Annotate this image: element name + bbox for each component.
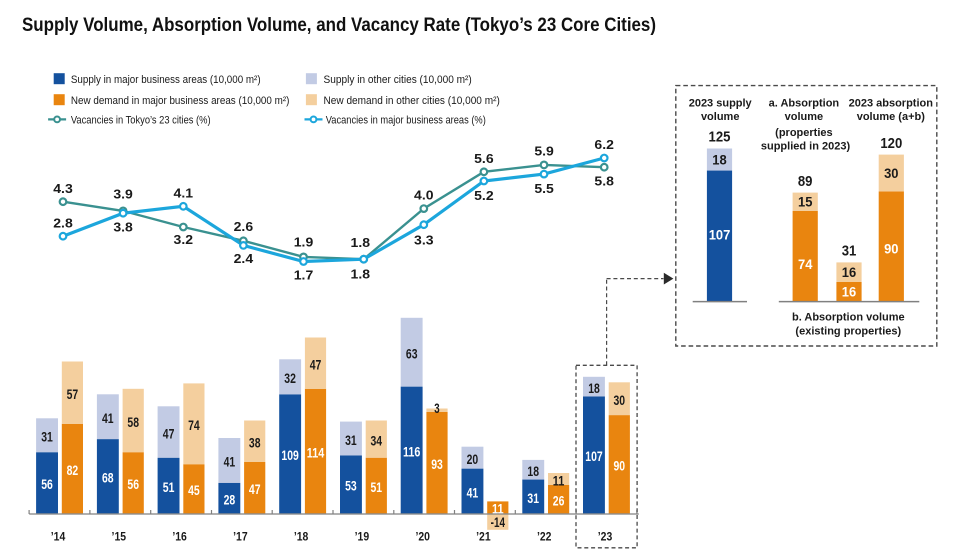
svg-text:3.3: 3.3 (414, 234, 434, 248)
svg-text:’22: ’22 (537, 532, 552, 544)
svg-text:Supply Volume, Absorption Volu: Supply Volume, Absorption Volume, and Va… (22, 14, 656, 36)
svg-text:(properties: (properties (775, 127, 832, 139)
svg-text:4.1: 4.1 (174, 186, 194, 200)
svg-text:51: 51 (371, 479, 383, 495)
svg-text:1.9: 1.9 (294, 236, 314, 250)
svg-text:Supply in other cities (10,000: Supply in other cities (10,000 m²) (324, 74, 472, 86)
svg-text:’16: ’16 (172, 532, 187, 544)
svg-text:’15: ’15 (112, 532, 127, 544)
svg-text:116: 116 (403, 443, 421, 459)
svg-text:2023 absorption: 2023 absorption (849, 98, 934, 110)
svg-text:1.7: 1.7 (294, 269, 314, 283)
svg-text:47: 47 (310, 357, 322, 373)
svg-text:26: 26 (553, 493, 565, 509)
svg-text:2023 supply: 2023 supply (689, 98, 753, 110)
svg-text:31: 31 (842, 244, 857, 260)
svg-text:51: 51 (163, 479, 175, 495)
svg-text:3.9: 3.9 (113, 187, 133, 201)
svg-text:107: 107 (709, 226, 731, 242)
svg-text:11: 11 (553, 472, 565, 488)
svg-text:volume (a+b): volume (a+b) (857, 111, 925, 123)
svg-text:-14: -14 (491, 514, 505, 530)
svg-text:11: 11 (492, 501, 504, 517)
svg-text:34: 34 (371, 432, 383, 448)
svg-text:Vacancies in Tokyo’s 23 cities: Vacancies in Tokyo’s 23 cities (%) (71, 114, 211, 126)
svg-text:30: 30 (614, 392, 626, 408)
svg-text:1.8: 1.8 (351, 236, 371, 250)
svg-text:68: 68 (102, 470, 114, 486)
svg-text:20: 20 (467, 451, 479, 467)
svg-text:supplied in 2023): supplied in 2023) (761, 140, 851, 152)
svg-text:57: 57 (67, 386, 79, 402)
svg-text:’20: ’20 (415, 532, 430, 544)
svg-text:41: 41 (102, 410, 114, 426)
svg-text:volume: volume (701, 111, 740, 123)
svg-text:63: 63 (406, 346, 418, 362)
svg-text:15: 15 (798, 194, 813, 210)
svg-text:93: 93 (431, 456, 443, 472)
svg-text:’14: ’14 (51, 532, 66, 544)
svg-text:30: 30 (884, 165, 899, 181)
svg-text:90: 90 (884, 241, 899, 257)
svg-text:(existing properties): (existing properties) (795, 325, 901, 337)
svg-text:1.8: 1.8 (351, 268, 371, 282)
svg-text:volume: volume (785, 111, 824, 123)
svg-text:5.6: 5.6 (474, 152, 494, 166)
svg-text:53: 53 (345, 478, 357, 494)
svg-text:82: 82 (67, 462, 79, 478)
svg-text:2.6: 2.6 (234, 220, 254, 234)
svg-text:28: 28 (224, 491, 236, 507)
svg-text:120: 120 (880, 136, 902, 152)
svg-text:56: 56 (41, 476, 53, 492)
svg-text:’17: ’17 (233, 532, 248, 544)
svg-text:5.5: 5.5 (534, 182, 554, 196)
svg-text:2.4: 2.4 (234, 252, 254, 266)
svg-text:18: 18 (712, 151, 727, 167)
svg-text:’18: ’18 (294, 532, 309, 544)
svg-text:’21: ’21 (476, 532, 491, 544)
svg-text:4.3: 4.3 (53, 182, 73, 196)
svg-text:58: 58 (127, 414, 139, 430)
svg-text:6.2: 6.2 (594, 138, 614, 152)
svg-text:45: 45 (188, 482, 200, 498)
svg-text:56: 56 (127, 476, 139, 492)
svg-text:5.2: 5.2 (474, 189, 494, 203)
svg-text:41: 41 (467, 484, 479, 500)
svg-text:New demand in major business a: New demand in major business areas (10,0… (71, 95, 290, 107)
svg-text:125: 125 (709, 130, 731, 146)
svg-text:89: 89 (798, 174, 813, 190)
svg-text:2.8: 2.8 (53, 217, 73, 231)
svg-text:74: 74 (798, 256, 813, 272)
svg-text:31: 31 (41, 429, 53, 445)
svg-text:32: 32 (284, 370, 296, 386)
svg-text:18: 18 (588, 380, 600, 396)
svg-text:31: 31 (527, 490, 539, 506)
svg-text:5.8: 5.8 (594, 174, 614, 188)
svg-text:107: 107 (585, 448, 603, 464)
svg-text:b. Absorption volume: b. Absorption volume (792, 312, 905, 324)
svg-text:Vacancies in major business ar: Vacancies in major business areas (%) (326, 114, 486, 126)
svg-text:41: 41 (224, 454, 236, 470)
svg-text:16: 16 (842, 264, 857, 280)
svg-text:a. Absorption: a. Absorption (769, 98, 840, 110)
svg-text:3.8: 3.8 (113, 221, 133, 235)
svg-text:4.0: 4.0 (414, 189, 434, 203)
svg-text:31: 31 (345, 432, 357, 448)
svg-text:’19: ’19 (355, 532, 370, 544)
svg-text:47: 47 (163, 425, 175, 441)
svg-text:Supply in major business areas: Supply in major business areas (10,000 m… (71, 74, 261, 86)
svg-text:109: 109 (281, 447, 299, 463)
svg-text:3: 3 (434, 400, 440, 416)
svg-text:38: 38 (249, 435, 261, 451)
svg-text:18: 18 (527, 463, 539, 479)
svg-text:47: 47 (249, 481, 261, 497)
svg-text:5.9: 5.9 (534, 145, 554, 159)
svg-text:114: 114 (307, 444, 325, 460)
svg-text:16: 16 (842, 284, 857, 300)
svg-text:New demand in other cities (10: New demand in other cities (10,000 m²) (324, 95, 500, 107)
svg-text:90: 90 (614, 458, 626, 474)
svg-text:3.2: 3.2 (174, 233, 194, 247)
svg-text:’23: ’23 (598, 532, 613, 544)
svg-text:74: 74 (188, 417, 200, 433)
